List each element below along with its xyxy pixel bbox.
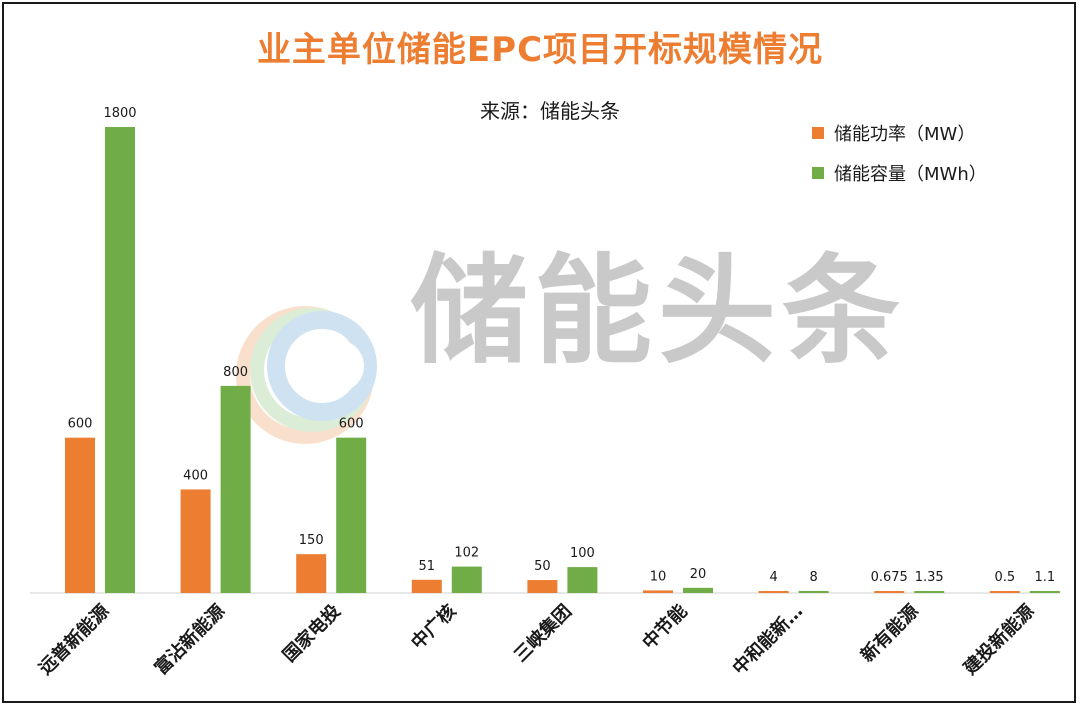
bar-power-min bbox=[989, 591, 1020, 593]
data-label: 1.1 bbox=[1034, 570, 1055, 585]
data-label: 20 bbox=[690, 567, 707, 582]
bar-power bbox=[643, 590, 673, 593]
bar-power bbox=[65, 437, 95, 593]
bar-power-min bbox=[758, 591, 789, 593]
data-label: 10 bbox=[650, 569, 667, 584]
chart-subtitle: 来源：储能头条 bbox=[480, 99, 620, 123]
x-tick-label: 建投新能源 bbox=[959, 600, 1038, 679]
data-label: 51 bbox=[419, 559, 436, 574]
data-label: 4 bbox=[769, 570, 777, 585]
x-tick-label: 中广核 bbox=[407, 600, 461, 654]
x-tick-label: 远普新能源 bbox=[34, 600, 113, 679]
bar-capacity-min bbox=[914, 591, 945, 593]
data-label: 800 bbox=[223, 365, 248, 380]
bar-capacity bbox=[567, 567, 598, 593]
legend-swatch-power bbox=[812, 127, 824, 139]
bar-capacity bbox=[336, 437, 367, 593]
data-label: 1.35 bbox=[915, 570, 944, 585]
legend-swatch-capacity bbox=[812, 167, 824, 179]
bar-power bbox=[527, 580, 558, 593]
data-label: 150 bbox=[299, 533, 324, 548]
data-label: 400 bbox=[183, 468, 208, 483]
bar-capacity bbox=[451, 566, 482, 593]
bar-power bbox=[411, 579, 442, 593]
x-tick-label: 中和能新… bbox=[728, 600, 807, 679]
bar-power bbox=[296, 554, 327, 593]
data-label: 100 bbox=[570, 546, 595, 561]
x-tick-label: 富沾新能源 bbox=[150, 600, 229, 679]
watermark-text: 储能头条 bbox=[410, 242, 907, 380]
data-label: 600 bbox=[68, 417, 93, 432]
legend-item-capacity: 储能容量（MWh） bbox=[812, 153, 987, 193]
x-tick-label: 中节能 bbox=[638, 600, 692, 654]
bar-capacity bbox=[105, 127, 135, 593]
x-tick-label: 国家电投 bbox=[278, 600, 344, 666]
data-label: 1800 bbox=[103, 106, 136, 121]
x-tick-label: 新有能源 bbox=[856, 600, 922, 666]
x-tick-label: 三峡集团 bbox=[509, 600, 575, 666]
data-label: 0.5 bbox=[994, 570, 1015, 585]
chart-legend: 储能功率（MW） 储能容量（MWh） bbox=[812, 113, 987, 193]
bar-capacity bbox=[683, 587, 713, 593]
legend-label-capacity: 储能容量（MWh） bbox=[834, 164, 987, 185]
data-label: 8 bbox=[809, 570, 817, 585]
bar-power bbox=[180, 489, 211, 593]
legend-label-power: 储能功率（MW） bbox=[834, 124, 976, 145]
bar-capacity bbox=[220, 385, 251, 593]
data-label: 102 bbox=[454, 546, 479, 561]
bar-power-min bbox=[874, 591, 905, 593]
chart-title: 业主单位储能EPC项目开标规模情况 bbox=[256, 30, 824, 70]
bar-capacity bbox=[798, 590, 829, 593]
bar-capacity-min bbox=[1029, 591, 1060, 593]
legend-item-power: 储能功率（MW） bbox=[812, 113, 987, 153]
data-label: 0.675 bbox=[871, 570, 908, 585]
data-label: 600 bbox=[339, 417, 364, 432]
data-label: 50 bbox=[534, 559, 551, 574]
